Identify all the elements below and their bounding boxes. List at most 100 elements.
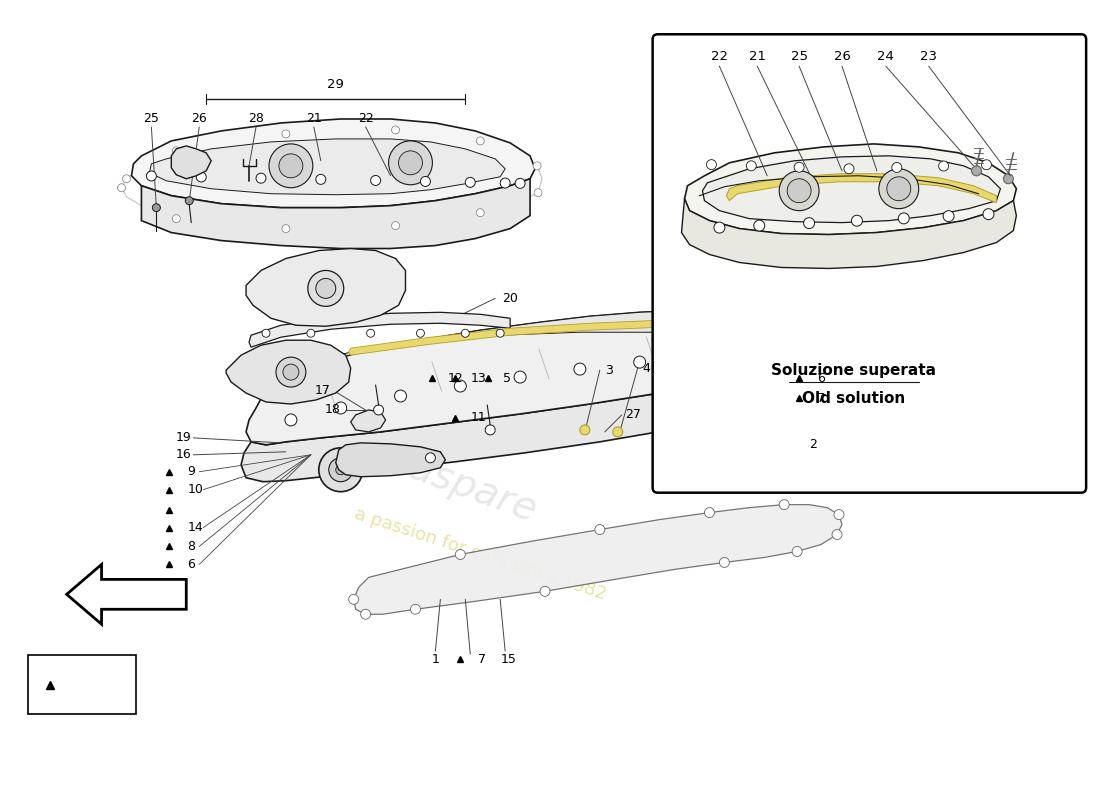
Polygon shape xyxy=(172,146,211,178)
Circle shape xyxy=(983,209,994,220)
Text: europaspare: europaspare xyxy=(299,410,542,530)
Circle shape xyxy=(540,586,550,596)
Circle shape xyxy=(714,222,725,233)
Text: 22: 22 xyxy=(711,50,728,62)
Circle shape xyxy=(410,604,420,614)
Circle shape xyxy=(276,357,306,387)
Circle shape xyxy=(122,174,131,182)
Text: 1: 1 xyxy=(431,653,439,666)
Text: 21: 21 xyxy=(749,50,766,62)
Text: 13: 13 xyxy=(471,371,486,385)
Text: 25: 25 xyxy=(143,113,160,126)
Text: 4: 4 xyxy=(642,362,650,374)
Text: 6: 6 xyxy=(187,558,195,571)
Circle shape xyxy=(851,215,862,226)
Circle shape xyxy=(535,189,542,197)
Circle shape xyxy=(426,453,436,462)
Circle shape xyxy=(496,330,504,338)
Polygon shape xyxy=(67,565,186,624)
Text: 24: 24 xyxy=(878,50,894,62)
Text: 26: 26 xyxy=(191,113,207,126)
Circle shape xyxy=(349,594,359,604)
Circle shape xyxy=(746,161,757,170)
Circle shape xyxy=(794,162,804,172)
Text: 5: 5 xyxy=(503,371,512,385)
Text: 16: 16 xyxy=(176,448,191,462)
Circle shape xyxy=(595,525,605,534)
Circle shape xyxy=(153,204,161,212)
Circle shape xyxy=(1003,174,1013,184)
Circle shape xyxy=(788,178,811,202)
Circle shape xyxy=(316,174,326,184)
Circle shape xyxy=(500,178,510,188)
Polygon shape xyxy=(271,310,807,380)
Polygon shape xyxy=(684,144,1016,234)
Circle shape xyxy=(465,178,475,187)
Text: 12: 12 xyxy=(448,371,463,385)
FancyBboxPatch shape xyxy=(652,34,1086,493)
Text: 17: 17 xyxy=(315,383,331,397)
Circle shape xyxy=(262,330,270,338)
Circle shape xyxy=(461,330,470,338)
Text: 20: 20 xyxy=(503,292,518,305)
Circle shape xyxy=(476,209,484,217)
Circle shape xyxy=(879,169,918,209)
FancyBboxPatch shape xyxy=(28,655,136,714)
Text: 11: 11 xyxy=(471,411,486,425)
Circle shape xyxy=(971,166,981,176)
Circle shape xyxy=(118,184,125,192)
Polygon shape xyxy=(349,320,774,355)
Text: 3: 3 xyxy=(605,364,613,377)
Text: 21: 21 xyxy=(306,113,321,126)
Circle shape xyxy=(534,162,541,170)
Circle shape xyxy=(943,210,954,222)
Circle shape xyxy=(899,213,910,224)
Circle shape xyxy=(454,380,466,392)
Circle shape xyxy=(371,175,381,186)
Circle shape xyxy=(307,330,315,338)
Polygon shape xyxy=(726,174,997,202)
Circle shape xyxy=(834,510,844,519)
Circle shape xyxy=(366,330,375,338)
Text: 8: 8 xyxy=(187,540,196,553)
Polygon shape xyxy=(241,340,810,482)
Circle shape xyxy=(779,170,820,210)
Circle shape xyxy=(319,448,363,492)
Text: 15: 15 xyxy=(500,653,516,666)
Polygon shape xyxy=(246,310,807,445)
Circle shape xyxy=(514,371,526,383)
Circle shape xyxy=(398,151,422,174)
Circle shape xyxy=(173,214,180,222)
Circle shape xyxy=(779,500,789,510)
Circle shape xyxy=(832,530,842,539)
Polygon shape xyxy=(246,249,406,326)
Circle shape xyxy=(282,225,290,233)
Circle shape xyxy=(938,161,948,171)
Polygon shape xyxy=(142,178,530,249)
Polygon shape xyxy=(351,410,386,432)
Circle shape xyxy=(282,130,290,138)
Text: 19: 19 xyxy=(176,431,191,444)
Polygon shape xyxy=(249,312,510,347)
Circle shape xyxy=(704,508,714,518)
Circle shape xyxy=(308,270,343,306)
Circle shape xyxy=(185,197,194,205)
Circle shape xyxy=(388,141,432,185)
Circle shape xyxy=(336,465,345,474)
Circle shape xyxy=(283,364,299,380)
Text: 26: 26 xyxy=(834,50,850,62)
Circle shape xyxy=(395,390,407,402)
Circle shape xyxy=(270,144,312,188)
Text: Soluzione superata: Soluzione superata xyxy=(771,362,936,378)
Circle shape xyxy=(173,147,180,155)
Circle shape xyxy=(329,458,353,482)
Circle shape xyxy=(485,425,495,435)
Text: = 1: = 1 xyxy=(87,678,111,692)
Circle shape xyxy=(783,344,795,356)
Circle shape xyxy=(455,550,465,559)
Text: 2: 2 xyxy=(810,438,817,451)
Text: 10: 10 xyxy=(187,483,204,496)
Circle shape xyxy=(706,160,716,170)
Polygon shape xyxy=(336,443,446,477)
Circle shape xyxy=(256,173,266,183)
